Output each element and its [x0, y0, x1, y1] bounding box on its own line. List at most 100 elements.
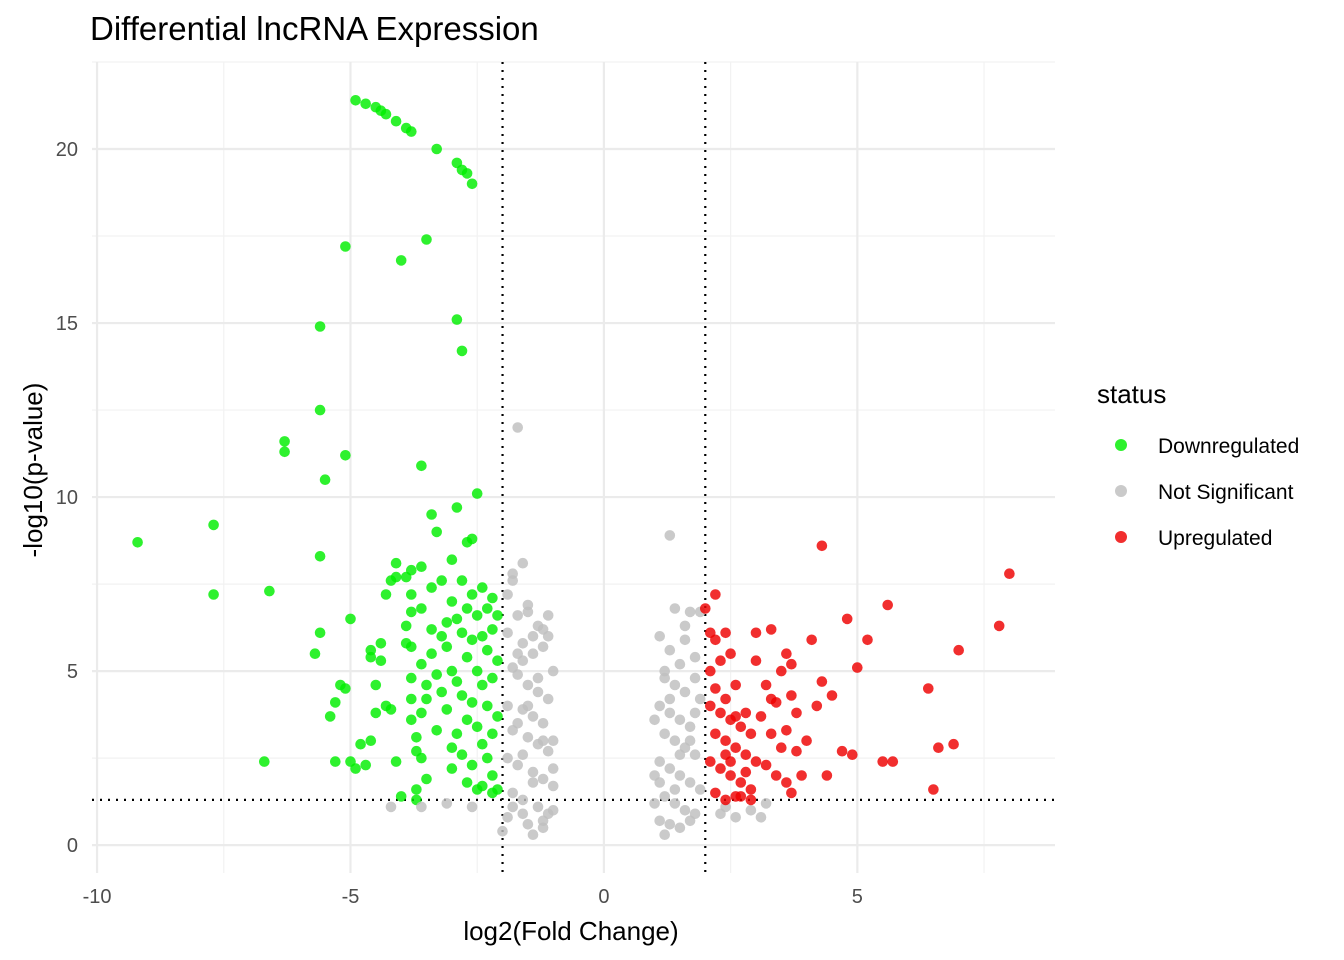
- point-not-significant: [537, 718, 549, 729]
- point-not-significant: [669, 798, 681, 809]
- point-downregulated: [416, 460, 427, 472]
- y-axis-title: -log10(p-value): [18, 383, 48, 558]
- point-downregulated: [456, 749, 468, 760]
- point-downregulated: [477, 780, 488, 792]
- point-downregulated: [309, 648, 321, 659]
- point-downregulated: [390, 557, 402, 569]
- point-not-significant: [659, 728, 670, 740]
- point-upregulated: [791, 707, 802, 719]
- point-not-significant: [522, 819, 534, 830]
- point-not-significant: [542, 631, 554, 642]
- point-not-significant: [512, 759, 523, 771]
- point-downregulated: [390, 115, 402, 127]
- point-upregulated: [735, 791, 747, 802]
- point-upregulated: [887, 756, 899, 767]
- point-downregulated: [365, 644, 377, 656]
- point-downregulated: [487, 770, 498, 781]
- point-not-significant: [532, 686, 544, 698]
- point-upregulated: [841, 613, 853, 625]
- point-not-significant: [679, 805, 691, 816]
- point-downregulated: [436, 575, 448, 586]
- x-tick-label: -5: [342, 886, 360, 908]
- point-not-significant: [522, 732, 534, 743]
- point-downregulated: [132, 537, 143, 548]
- point-not-significant: [537, 815, 549, 827]
- y-tick-label: 20: [56, 139, 78, 161]
- point-not-significant: [694, 693, 706, 705]
- point-upregulated: [715, 655, 726, 666]
- point-downregulated: [411, 784, 422, 795]
- point-downregulated: [360, 759, 372, 771]
- point-downregulated: [456, 627, 468, 639]
- point-downregulated: [431, 725, 443, 736]
- point-downregulated: [487, 592, 498, 604]
- point-not-significant: [689, 672, 701, 684]
- point-downregulated: [395, 255, 407, 266]
- point-not-significant: [760, 798, 772, 809]
- point-downregulated: [314, 627, 326, 639]
- point-upregulated: [710, 728, 721, 740]
- point-upregulated: [786, 787, 797, 799]
- point-downregulated: [375, 638, 387, 649]
- point-downregulated: [451, 728, 463, 740]
- point-downregulated: [416, 752, 427, 764]
- point-upregulated: [770, 770, 782, 781]
- point-downregulated: [471, 610, 483, 621]
- point-upregulated: [720, 735, 731, 746]
- point-downregulated: [355, 738, 366, 750]
- point-not-significant: [542, 745, 554, 757]
- point-upregulated: [735, 777, 747, 788]
- point-upregulated: [993, 620, 1005, 632]
- point-upregulated: [776, 665, 787, 677]
- legend-label-downregulated: Downregulated: [1158, 435, 1299, 458]
- point-not-significant: [517, 749, 529, 760]
- point-upregulated: [791, 745, 802, 757]
- point-upregulated: [715, 707, 726, 719]
- point-not-significant: [664, 819, 676, 830]
- point-not-significant: [674, 822, 686, 834]
- point-upregulated: [745, 784, 757, 795]
- point-upregulated: [806, 634, 817, 646]
- point-not-significant: [669, 784, 681, 795]
- point-downregulated: [477, 631, 488, 642]
- point-downregulated: [314, 551, 326, 562]
- point-upregulated: [765, 728, 777, 740]
- point-not-significant: [502, 589, 513, 600]
- point-not-significant: [694, 784, 706, 795]
- point-downregulated: [431, 669, 443, 680]
- point-not-significant: [385, 801, 397, 813]
- point-downregulated: [385, 704, 397, 715]
- point-not-significant: [654, 700, 665, 712]
- point-downregulated: [446, 665, 458, 677]
- point-downregulated: [279, 446, 290, 458]
- point-upregulated: [705, 665, 716, 677]
- point-downregulated: [426, 648, 437, 659]
- point-downregulated: [466, 634, 478, 646]
- point-downregulated: [380, 589, 392, 600]
- point-upregulated: [852, 662, 863, 673]
- point-not-significant: [664, 763, 676, 774]
- point-downregulated: [406, 564, 417, 576]
- point-downregulated: [406, 606, 417, 618]
- point-upregulated: [776, 742, 787, 753]
- point-not-significant: [547, 735, 559, 746]
- point-downregulated: [482, 644, 493, 656]
- point-downregulated: [451, 613, 463, 625]
- point-not-significant: [527, 766, 539, 778]
- point-downregulated: [482, 700, 493, 712]
- point-not-significant: [547, 780, 559, 792]
- legend-label-not-significant: Not Significant: [1158, 481, 1294, 504]
- point-upregulated: [720, 693, 731, 705]
- point-upregulated: [730, 711, 741, 722]
- legend-label-upregulated: Upregulated: [1158, 527, 1272, 550]
- point-downregulated: [456, 690, 468, 701]
- point-not-significant: [517, 794, 529, 806]
- point-not-significant: [649, 714, 660, 726]
- point-not-significant: [684, 815, 696, 827]
- point-upregulated: [710, 787, 721, 799]
- point-downregulated: [446, 596, 458, 607]
- point-not-significant: [532, 801, 544, 813]
- point-upregulated: [720, 749, 731, 760]
- point-not-significant: [547, 805, 559, 816]
- point-downregulated: [451, 676, 463, 687]
